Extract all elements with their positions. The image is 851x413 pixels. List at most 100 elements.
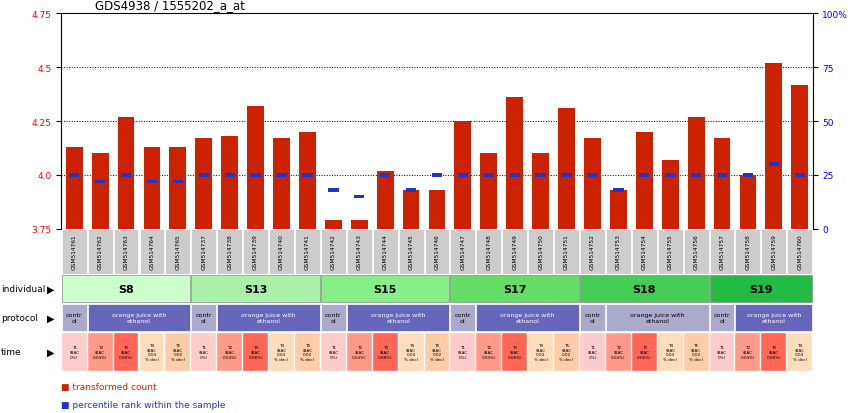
Bar — [735, 333, 760, 371]
Bar — [658, 333, 683, 371]
Bar — [92, 154, 109, 229]
Text: orange juice with
ethanol: orange juice with ethanol — [371, 313, 426, 323]
Bar — [425, 229, 449, 275]
Bar — [614, 189, 624, 192]
Bar — [114, 333, 139, 371]
Bar — [62, 333, 87, 371]
Bar — [735, 304, 812, 332]
Bar — [140, 333, 164, 371]
Text: T1
(BAC
0%): T1 (BAC 0%) — [69, 346, 79, 358]
Text: orange juice with
ethanol: orange juice with ethanol — [111, 313, 166, 323]
Bar — [117, 118, 134, 229]
Bar — [217, 229, 243, 275]
Text: T2
(BAC
0.04%): T2 (BAC 0.04%) — [93, 346, 107, 358]
Text: GSM514743: GSM514743 — [357, 234, 362, 270]
Bar — [580, 276, 709, 302]
Bar — [398, 333, 424, 371]
Bar — [165, 229, 191, 275]
Text: GSM514756: GSM514756 — [694, 234, 699, 270]
Bar — [217, 304, 320, 332]
Bar — [295, 229, 320, 275]
Bar — [321, 276, 449, 302]
Bar — [558, 109, 575, 229]
Bar — [140, 229, 164, 275]
Bar — [768, 163, 779, 166]
Text: ▶: ▶ — [48, 284, 54, 294]
Bar — [431, 174, 443, 177]
Bar — [710, 229, 734, 275]
Bar — [580, 304, 605, 332]
Bar — [606, 333, 631, 371]
Bar — [247, 107, 264, 229]
Bar — [377, 171, 393, 229]
Bar — [191, 229, 216, 275]
Text: S15: S15 — [374, 284, 397, 294]
Bar — [221, 137, 238, 229]
Bar — [458, 174, 468, 177]
Text: GSM514764: GSM514764 — [150, 234, 155, 270]
Bar — [795, 174, 805, 177]
Bar — [683, 229, 709, 275]
Bar — [554, 333, 579, 371]
Text: GSM514752: GSM514752 — [590, 234, 595, 270]
Bar — [606, 304, 709, 332]
Bar — [631, 229, 657, 275]
Bar — [173, 180, 183, 184]
Bar — [243, 333, 268, 371]
Bar — [191, 276, 320, 302]
Text: T5
(BAC
0.02
% dec): T5 (BAC 0.02 % dec) — [559, 343, 574, 361]
Text: T3
(BAC
0.08%): T3 (BAC 0.08%) — [248, 346, 263, 358]
Text: T5
(BAC
0.02
% dec): T5 (BAC 0.02 % dec) — [171, 343, 185, 361]
Bar — [532, 154, 549, 229]
Text: GSM514739: GSM514739 — [253, 234, 258, 270]
Text: GSM514753: GSM514753 — [616, 234, 621, 270]
Text: T3
(BAC
0.08%): T3 (BAC 0.08%) — [119, 346, 134, 358]
Bar — [688, 118, 705, 229]
Bar — [662, 161, 678, 229]
Bar — [321, 304, 346, 332]
Text: contr
ol: contr ol — [66, 313, 83, 323]
Text: contr
ol: contr ol — [714, 313, 730, 323]
Bar — [710, 333, 734, 371]
Bar — [502, 333, 527, 371]
Text: T5
(BAC
0.02
% dec): T5 (BAC 0.02 % dec) — [300, 343, 315, 361]
Text: individual: individual — [1, 285, 45, 294]
Text: GSM514738: GSM514738 — [227, 234, 232, 270]
Bar — [269, 333, 294, 371]
Bar — [121, 174, 131, 177]
Bar — [243, 229, 268, 275]
Bar — [225, 174, 235, 177]
Bar — [735, 229, 760, 275]
Text: protocol: protocol — [1, 313, 37, 323]
Bar — [88, 333, 112, 371]
Text: ■ percentile rank within the sample: ■ percentile rank within the sample — [61, 400, 226, 409]
Text: T5
(BAC
0.02
% dec): T5 (BAC 0.02 % dec) — [689, 343, 703, 361]
Bar — [351, 221, 368, 229]
Text: GSM514758: GSM514758 — [745, 234, 751, 270]
Bar — [114, 229, 139, 275]
Text: S13: S13 — [244, 284, 267, 294]
Text: GSM514757: GSM514757 — [719, 234, 724, 270]
Bar — [610, 190, 627, 229]
Bar — [477, 304, 579, 332]
Bar — [762, 333, 786, 371]
Bar — [88, 304, 191, 332]
Text: S19: S19 — [749, 284, 773, 294]
Text: GSM514761: GSM514761 — [71, 234, 77, 270]
Bar — [88, 229, 112, 275]
Text: contr
ol: contr ol — [584, 313, 601, 323]
Text: GSM514750: GSM514750 — [538, 234, 543, 270]
Bar — [217, 333, 243, 371]
Bar — [429, 190, 445, 229]
Bar — [510, 174, 520, 177]
Text: ■ transformed count: ■ transformed count — [61, 382, 157, 391]
Text: S8: S8 — [118, 284, 134, 294]
Text: GSM514749: GSM514749 — [512, 234, 517, 270]
Text: GSM514762: GSM514762 — [98, 234, 103, 270]
Bar — [450, 333, 476, 371]
Bar — [502, 229, 527, 275]
Text: ▶: ▶ — [48, 347, 54, 357]
Bar — [714, 139, 730, 229]
Text: T2
(BAC
0.04%): T2 (BAC 0.04%) — [740, 346, 755, 358]
Bar — [450, 276, 579, 302]
